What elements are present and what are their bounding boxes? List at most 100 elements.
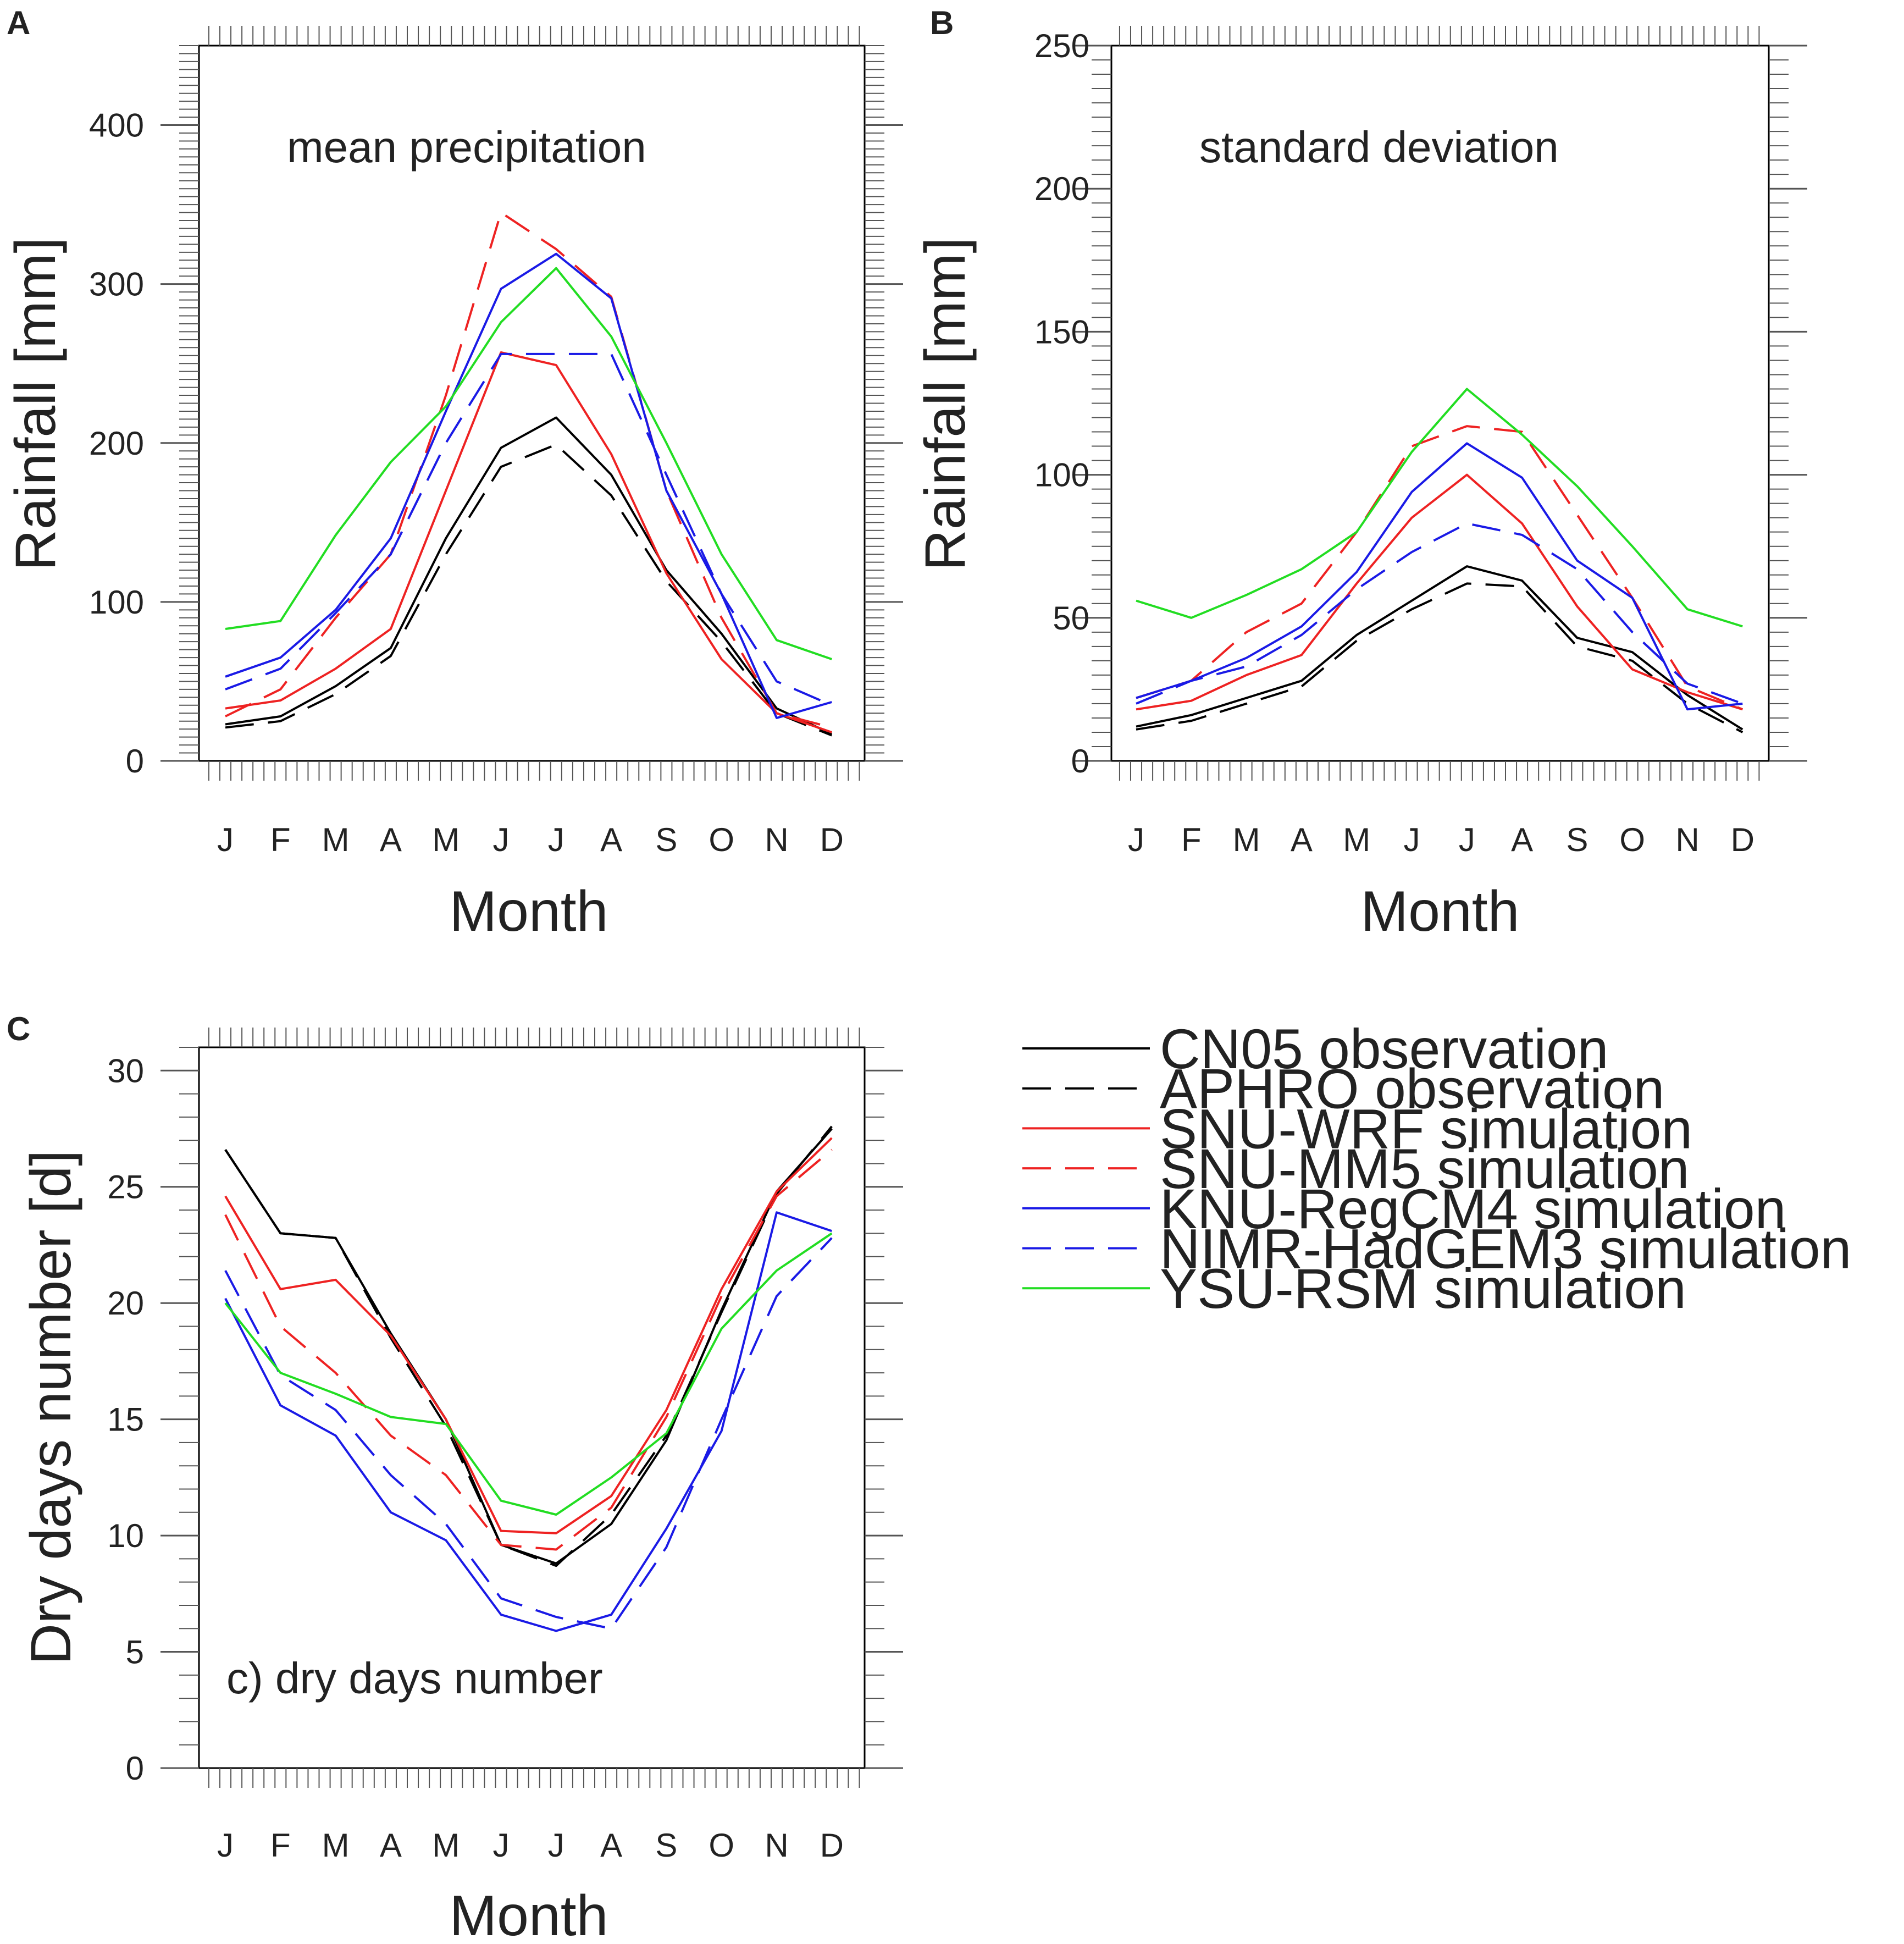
x-tick-label: N bbox=[765, 821, 788, 858]
series-line-ysu-rsm-simulation bbox=[225, 267, 832, 660]
panel-title: mean precipitation bbox=[287, 123, 646, 172]
tick-marks bbox=[1073, 26, 1807, 781]
series-line-ysu-rsm-simulation bbox=[1136, 388, 1743, 628]
x-tick-label: J bbox=[493, 821, 510, 858]
panel-letter: A bbox=[7, 4, 30, 41]
x-tick-label: D bbox=[820, 1827, 844, 1864]
x-tick-label: A bbox=[600, 1827, 622, 1864]
y-tick-label: 100 bbox=[89, 584, 144, 621]
x-tick-label: J bbox=[548, 1827, 564, 1864]
x-tick-label: N bbox=[765, 1827, 788, 1864]
series-lines bbox=[224, 1125, 833, 1632]
x-tick-label: J bbox=[1459, 821, 1475, 858]
legend-label: CN05 observation bbox=[1160, 1018, 1608, 1080]
x-tick-label: J bbox=[1128, 821, 1144, 858]
series-line-cn05-observation bbox=[225, 416, 833, 735]
y-tick-label: 250 bbox=[1034, 27, 1089, 64]
series-line-knu-regcm4-simulation bbox=[224, 1211, 832, 1632]
x-tick-label: F bbox=[270, 1827, 291, 1864]
series-line-knu-regcm4-simulation bbox=[1136, 442, 1743, 711]
series-line-snu-wrf-simulation bbox=[1136, 473, 1743, 711]
x-tick-label: M bbox=[432, 1827, 460, 1864]
y-tick-label: 0 bbox=[1071, 743, 1089, 780]
x-tick-label: J bbox=[217, 1827, 234, 1864]
series-lines bbox=[1136, 388, 1744, 733]
y-tick-label: 200 bbox=[89, 425, 144, 462]
y-tick-label: 5 bbox=[126, 1634, 144, 1671]
legend-label: SNU-WRF simulation bbox=[1160, 1097, 1692, 1160]
x-tick-label: J bbox=[493, 1827, 510, 1864]
series-line-snu-mm5-simulation bbox=[225, 211, 832, 729]
panel-letter: C bbox=[7, 1010, 30, 1047]
series-line-cn05-observation bbox=[224, 1128, 833, 1565]
legend-label: KNU-RegCM4 simulation bbox=[1160, 1178, 1786, 1240]
y-tick-label: 0 bbox=[126, 1750, 144, 1787]
x-tick-label: M bbox=[322, 821, 350, 858]
y-tick-labels: 0 100 200 300 400 bbox=[89, 107, 144, 780]
series-line-ysu-rsm-simulation bbox=[224, 1232, 833, 1516]
x-tick-label: M bbox=[1343, 821, 1370, 858]
legend-label: APHRO observation bbox=[1160, 1058, 1664, 1120]
legend-label: SNU-MM5 simulation bbox=[1160, 1137, 1690, 1200]
x-tick-label: J bbox=[548, 821, 564, 858]
x-tick-label: A bbox=[1291, 821, 1313, 858]
series-line-nimr-hadgem3-simulation bbox=[1136, 522, 1743, 705]
y-axis-title: Rainfall [mm] bbox=[4, 238, 68, 571]
y-tick-label: 400 bbox=[89, 107, 144, 144]
y-tick-label: 30 bbox=[107, 1052, 144, 1089]
x-tick-label: O bbox=[1619, 821, 1645, 858]
series-line-nimr-hadgem3-simulation bbox=[224, 1237, 833, 1630]
x-tick-label: S bbox=[655, 1827, 677, 1864]
y-axis-title: Dry days number [d] bbox=[19, 1150, 83, 1665]
panel-title: c) dry days number bbox=[226, 1654, 603, 1703]
x-tick-label: A bbox=[600, 821, 622, 858]
series-line-nimr-hadgem3-simulation bbox=[225, 352, 833, 706]
x-tick-label: M bbox=[1233, 821, 1260, 858]
series-line-aphro-observation bbox=[224, 1125, 833, 1567]
y-tick-label: 100 bbox=[1034, 457, 1089, 494]
x-tick-label: D bbox=[820, 821, 844, 858]
x-tick-label: M bbox=[432, 821, 460, 858]
y-tick-label: 50 bbox=[1053, 600, 1089, 637]
y-tick-label: 15 bbox=[107, 1401, 144, 1438]
x-tick-label: A bbox=[1511, 821, 1533, 858]
y-tick-labels: 0 5 10 15 20 25 30 bbox=[107, 1052, 144, 1787]
x-tick-label: F bbox=[1181, 821, 1202, 858]
x-axis-title: Month bbox=[1360, 880, 1519, 943]
series-line-snu-wrf-simulation bbox=[225, 351, 832, 733]
x-tick-label: S bbox=[1566, 821, 1588, 858]
x-axis-title: Month bbox=[449, 1884, 608, 1944]
series-line-snu-wrf-simulation bbox=[224, 1137, 833, 1534]
y-tick-labels: 0 50 100 150 200 250 bbox=[1034, 27, 1089, 780]
tick-marks bbox=[160, 26, 903, 781]
series-line-knu-regcm4-simulation bbox=[225, 252, 832, 719]
x-tick-label: F bbox=[270, 821, 291, 858]
plot-frame bbox=[198, 1046, 866, 1769]
x-tick-label: J bbox=[1404, 821, 1420, 858]
y-tick-label: 0 bbox=[126, 743, 144, 780]
legend-label: YSU-RSM simulation bbox=[1160, 1257, 1686, 1320]
x-tick-label: D bbox=[1731, 821, 1754, 858]
series-line-snu-mm5-simulation bbox=[224, 1148, 833, 1551]
x-tick-label: O bbox=[709, 1827, 734, 1864]
panel-letter: B bbox=[930, 4, 954, 41]
x-tick-label: J bbox=[217, 821, 234, 858]
x-tick-label: M bbox=[322, 1827, 350, 1864]
y-tick-label: 10 bbox=[107, 1517, 144, 1554]
x-tick-label: S bbox=[655, 821, 677, 858]
x-tick-label: A bbox=[380, 1827, 402, 1864]
x-axis-title: Month bbox=[449, 880, 608, 943]
y-axis-title: Rainfall [mm] bbox=[914, 238, 977, 571]
x-tick-label: A bbox=[380, 821, 402, 858]
y-tick-label: 150 bbox=[1034, 313, 1089, 350]
y-tick-label: 20 bbox=[107, 1285, 144, 1322]
y-tick-label: 25 bbox=[107, 1169, 144, 1206]
